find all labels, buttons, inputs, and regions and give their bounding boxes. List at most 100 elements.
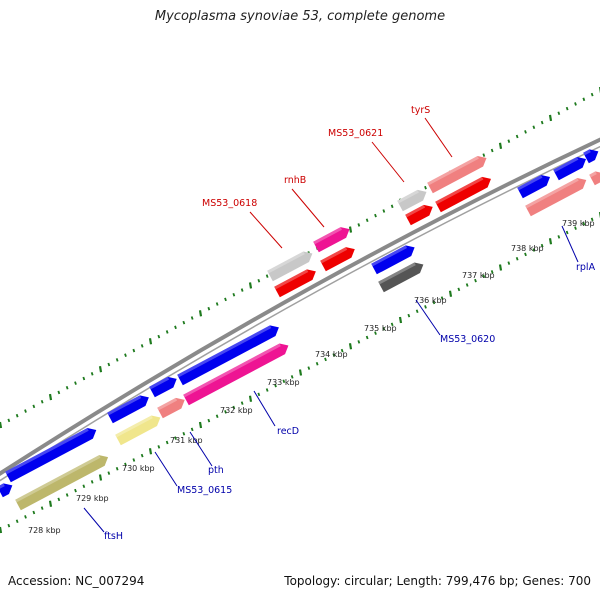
tick-track-outer-mark — [524, 130, 527, 134]
tick-track-inner-mark — [590, 217, 594, 222]
tick-track-outer-mark — [15, 413, 19, 418]
tick-track-outer-mark — [240, 288, 244, 292]
tick-track-inner-mark — [482, 274, 486, 279]
tick-track-inner-mark — [240, 401, 244, 405]
tick-track-inner-mark — [32, 510, 36, 515]
gene-pink-edge — [589, 171, 600, 186]
tick-track-inner-mark — [257, 392, 261, 397]
gene-label: MS53_0618 — [202, 198, 257, 209]
tick-track-inner-mark — [82, 484, 86, 489]
gene-label: ftsH — [104, 531, 123, 542]
tick-track-inner-mark — [574, 226, 577, 230]
gene-label: tyrS — [411, 105, 430, 116]
tick-track-outer-mark — [382, 209, 386, 213]
tick-track-inner-mark — [440, 296, 444, 300]
tick-track-outer-mark — [365, 218, 369, 223]
tick-track-inner-mark — [324, 357, 327, 362]
gene-tyrS-feature — [427, 155, 487, 194]
gene-blue-arrow-6 — [371, 245, 415, 275]
tick-track-inner-mark — [432, 300, 436, 305]
tick-track-inner-mark — [40, 506, 44, 510]
tick-track-outer-mark — [57, 390, 61, 395]
tick-track-inner-mark — [490, 270, 494, 274]
gene-ms53-0621-feature — [397, 189, 427, 212]
topology-info: Topology: circular; Length: 799,476 bp; … — [284, 574, 591, 588]
gene-blue-arrow-5 — [177, 325, 279, 386]
tick-label: 735 kbp — [364, 324, 397, 333]
tick-track-outer-mark — [132, 348, 136, 353]
tick-track-outer-mark — [482, 153, 486, 157]
leader-line — [415, 299, 441, 336]
tick-track-inner-mark — [232, 405, 236, 410]
tick-track-outer-mark — [232, 292, 236, 297]
tick-track-outer-mark — [590, 92, 594, 97]
tick-track-outer-mark — [424, 185, 427, 190]
tick-track-outer-mark — [65, 385, 69, 390]
tick-track-inner-mark — [198, 421, 203, 429]
tick-track-inner-mark — [548, 238, 553, 245]
leader-line — [189, 431, 213, 467]
leader-line — [291, 188, 325, 228]
tick-labels: 728 kbp 729 kbp 730 kbp 731 kbp 732 kbp 733 k… — [28, 219, 595, 535]
tick-track-inner-mark — [507, 261, 511, 265]
leader-line — [424, 117, 453, 158]
tick-track-inner-mark — [290, 375, 294, 379]
gene-label: recD — [277, 426, 299, 437]
leader-line — [561, 225, 579, 263]
tick-track-outer-mark — [48, 393, 53, 401]
tick-track-outer-mark — [0, 421, 3, 429]
tick-track-outer-mark — [574, 102, 577, 106]
tick-track-inner-mark — [274, 383, 277, 388]
tick-track-inner-mark — [340, 348, 344, 353]
tick-label: 733 kbp — [267, 378, 300, 387]
leader-line — [154, 451, 178, 487]
tick-track-inner-mark — [390, 322, 394, 327]
gene-label: rnhB — [284, 175, 306, 186]
leader-line — [371, 141, 405, 183]
tick-track-outer-mark — [107, 362, 111, 367]
gene-blue-arrow-1 — [0, 483, 13, 498]
tick-track-inner-mark — [515, 256, 519, 261]
map-title: Mycoplasma synoviae 53, complete genome — [154, 9, 446, 24]
tick-track-inner-mark — [565, 230, 569, 235]
tick-track-inner-mark — [65, 493, 69, 497]
backbone-inner — [0, 145, 600, 482]
leader-line — [249, 211, 283, 249]
tick-track-inner-mark — [182, 431, 186, 436]
tick-label: 738 kbp — [511, 244, 544, 253]
gene-label: MS53_0620 — [440, 334, 495, 345]
tick-track-inner-mark — [115, 466, 119, 471]
tick-track-outer-mark — [374, 213, 377, 218]
tick-track-outer-mark — [90, 372, 94, 376]
tick-track-inner-mark — [174, 436, 177, 440]
gene-blue-edge — [583, 149, 599, 164]
tick-track-inner-mark — [407, 313, 411, 318]
gene-features — [0, 149, 600, 511]
tick-track-outer-mark — [390, 204, 394, 209]
tick-track-inner-mark — [498, 264, 503, 271]
tick-track-inner-mark — [140, 453, 144, 458]
gene-ms53-0620-feature — [378, 262, 424, 293]
backbone-outer — [0, 137, 600, 476]
tick-track-inner-mark — [457, 287, 461, 292]
tick-label: 730 kbp — [122, 464, 155, 473]
gene-label: MS53_0621 — [328, 128, 383, 139]
tick-track-outer-mark — [190, 316, 194, 320]
tick-track-outer-mark — [265, 274, 269, 278]
tick-track-inner-mark — [98, 474, 103, 481]
tick-track-inner-mark — [398, 316, 403, 324]
tick-track-inner-mark — [224, 410, 227, 414]
tick-track-outer-mark — [532, 125, 536, 130]
tick-track-inner-mark — [107, 471, 111, 475]
tick-track-outer-mark — [40, 399, 44, 404]
tick-track-outer-mark — [498, 142, 503, 150]
gene-red-arrow-2 — [320, 247, 355, 272]
tick-label: 736 kbp — [414, 296, 447, 305]
tick-track-inner-mark — [24, 515, 27, 519]
tick-track-inner-mark — [265, 388, 269, 392]
tick-track-outer-mark — [32, 404, 36, 409]
tick-track-inner-mark — [57, 497, 61, 502]
tick-track-outer-mark — [248, 282, 253, 289]
tick-track-inner-mark — [540, 243, 544, 248]
